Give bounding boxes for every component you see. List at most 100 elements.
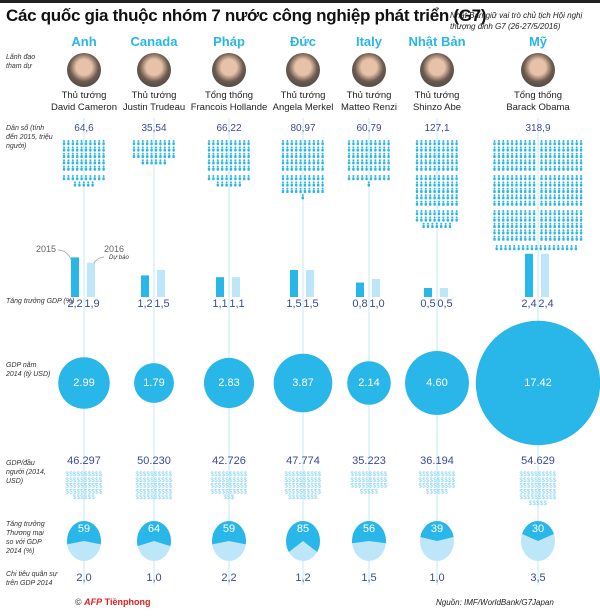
dollar-icon: $ [351, 484, 355, 490]
person-icon [295, 148, 298, 152]
person-icon [540, 190, 543, 193]
person-icon [317, 148, 320, 152]
person-icon [150, 142, 153, 146]
person-icon [493, 225, 496, 228]
person-icon [281, 161, 285, 165]
person-icon [575, 140, 578, 142]
person-icon [102, 142, 105, 146]
person-icon [312, 187, 315, 190]
person-icon [225, 140, 228, 142]
dollar-icon: $ [318, 478, 322, 484]
dollar-icon: $ [544, 501, 548, 507]
person-icon [93, 152, 96, 155]
person-icon [455, 194, 458, 197]
person-icon [446, 165, 449, 168]
person-icon [493, 237, 496, 241]
person-icon [383, 177, 386, 181]
person-icon [533, 187, 536, 190]
trade-value: 85 [296, 523, 310, 535]
person-icon [146, 161, 149, 165]
person-icon [286, 161, 289, 165]
person-icon [579, 212, 583, 216]
person-icon [553, 200, 556, 203]
person-icon [497, 181, 500, 184]
person-icon [553, 167, 556, 171]
person-icon [303, 142, 307, 146]
person-icon [84, 142, 88, 146]
person-icon [515, 152, 518, 155]
person-icon [524, 167, 527, 171]
person-icon [299, 190, 302, 193]
person-icon [286, 183, 289, 187]
dollar-icon: $ [77, 472, 81, 478]
person-icon [524, 148, 527, 152]
dollar-icon: $ [444, 489, 448, 495]
person-icon [549, 187, 552, 190]
person-icon [540, 177, 543, 181]
dollar-icon: $ [351, 472, 355, 478]
person-icon [580, 216, 583, 219]
gdp-per-capita-value: 35.223 [352, 455, 386, 467]
dollar-icon: $ [376, 472, 380, 478]
person-icon [299, 142, 302, 146]
person-icon [571, 177, 574, 181]
person-icon [71, 159, 74, 162]
person-icon [374, 177, 377, 181]
person-icon [150, 140, 153, 142]
dollar-icon: $ [147, 484, 151, 490]
dollar-icon: $ [222, 484, 226, 490]
dollar-icon: $ [437, 472, 441, 478]
person-icon [141, 159, 144, 162]
person-icon [361, 159, 364, 162]
dollar-icon: $ [240, 489, 244, 495]
person-icon [172, 142, 175, 146]
person-icon [295, 183, 298, 187]
person-icon [544, 245, 547, 247]
person-icon [562, 216, 565, 219]
person-icon [558, 181, 561, 184]
person-icon [519, 187, 522, 190]
person-icon [451, 159, 454, 162]
person-icon [286, 142, 289, 146]
dollar-icon: $ [244, 472, 248, 478]
person-icon [571, 212, 574, 216]
person-icon [321, 165, 324, 168]
person-icon [493, 222, 496, 225]
dollar-icon: $ [360, 489, 364, 495]
person-icon [438, 165, 440, 168]
person-icon [295, 146, 298, 149]
person-icon [451, 200, 454, 203]
person-icon [566, 225, 570, 228]
person-icon [67, 167, 70, 171]
person-icon [435, 225, 438, 228]
dollar-icon: $ [99, 478, 103, 484]
person-icon [511, 216, 514, 219]
person-icon [579, 167, 583, 171]
gdp-2014-value: 2.99 [73, 377, 95, 389]
person-icon [566, 148, 570, 152]
gdp-2014-value: 2.14 [358, 377, 380, 389]
person-icon [575, 235, 578, 238]
dollar-icon: $ [84, 478, 88, 484]
dollar-icon: $ [161, 478, 165, 484]
top-bar [0, 0, 600, 3]
dollar-icon: $ [549, 478, 553, 484]
person-icon [442, 148, 445, 152]
person-icon [497, 190, 501, 193]
dollar-icon: $ [244, 489, 248, 495]
person-icon [416, 194, 418, 197]
person-icon [544, 175, 547, 177]
person-icon [383, 159, 386, 162]
person-icon [150, 146, 153, 149]
dollar-icon: $ [99, 489, 103, 495]
person-icon [387, 167, 390, 171]
person-icon [207, 167, 211, 171]
person-icon [416, 216, 418, 219]
person-icon [535, 247, 538, 251]
dollar-icon: $ [523, 478, 527, 484]
person-icon [437, 155, 441, 158]
person-icon [299, 140, 302, 142]
person-icon [295, 190, 298, 193]
person-icon [442, 212, 445, 216]
dollar-icon: $ [437, 484, 441, 490]
